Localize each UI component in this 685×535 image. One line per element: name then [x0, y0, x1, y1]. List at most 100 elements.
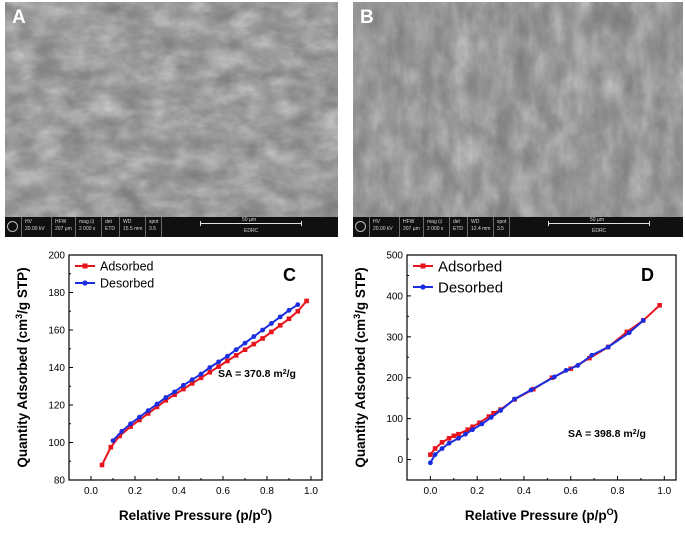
- data-point-adsorbed: [172, 392, 177, 397]
- x-axis-label: Relative Pressure (p/pO): [119, 507, 272, 523]
- data-point-desorbed: [251, 334, 257, 339]
- data-point-desorbed: [172, 389, 178, 395]
- sem-info-bar-a: HV 20.00 kV HFW 207 µm mag ⊡ 2 000 x det ETD…: [5, 217, 338, 237]
- data-point-adsorbed: [456, 431, 461, 437]
- data-point-desorbed: [575, 363, 581, 368]
- data-point-adsorbed: [137, 417, 142, 423]
- data-point-desorbed: [189, 377, 195, 383]
- panel-letter-a: A: [12, 7, 26, 28]
- data-point-adsorbed: [225, 358, 230, 364]
- data-point-desorbed: [512, 396, 517, 402]
- microscope-logo-icon: [7, 221, 18, 232]
- data-point-desorbed: [640, 318, 646, 323]
- legend-label-adsorbed: Adsorbed: [100, 260, 154, 274]
- data-point-desorbed: [119, 428, 125, 434]
- data-point-adsorbed: [286, 316, 292, 322]
- panel-letter: D: [641, 265, 654, 285]
- data-point-desorbed: [207, 365, 213, 370]
- data-point-adsorbed: [117, 433, 122, 439]
- y-tick-label: 200: [48, 251, 65, 262]
- data-point-desorbed: [277, 314, 283, 320]
- data-point-adsorbed: [207, 369, 213, 375]
- data-point-adsorbed: [269, 329, 274, 335]
- data-point-desorbed: [216, 359, 222, 365]
- x-axis-label: Relative Pressure (p/pO): [465, 507, 618, 523]
- chart-d-svg: 0.0 0.2 0.4 0.6 0.8 1.0 0 100 200 300 400 500 Relati…: [352, 251, 677, 523]
- data-point-adsorbed: [432, 446, 438, 451]
- data-point-desorbed: [446, 440, 452, 446]
- surface-area-annotation: SA = 370.8 m2/g: [218, 368, 296, 380]
- data-point-adsorbed: [145, 411, 151, 416]
- series-line-desorbed: [429, 319, 644, 464]
- data-point-desorbed: [233, 347, 239, 353]
- scale-label-b: 50 µm: [590, 217, 604, 223]
- data-point-desorbed: [242, 340, 248, 346]
- data-point-adsorbed: [439, 440, 445, 445]
- data-point-desorbed: [498, 408, 503, 413]
- data-point-desorbed: [137, 414, 142, 420]
- data-point-adsorbed: [470, 424, 475, 430]
- legend-label-desorbed: Desorbed: [100, 277, 154, 291]
- data-point-desorbed: [225, 353, 230, 359]
- y-tick-label: 100: [48, 438, 65, 449]
- data-point-desorbed: [463, 431, 468, 437]
- legend-label-adsorbed: Adsorbed: [438, 258, 502, 275]
- scale-label-a: 50 µm: [242, 217, 256, 223]
- x-tick-label: 0.8: [611, 486, 625, 497]
- data-point-adsorbed: [181, 386, 186, 392]
- data-point-desorbed: [269, 321, 274, 326]
- data-point-desorbed: [432, 452, 438, 458]
- x-tick-label: 0.6: [216, 486, 230, 497]
- x-tick-label: 0.4: [517, 486, 531, 497]
- data-point-adsorbed: [198, 375, 204, 381]
- data-point-adsorbed: [260, 336, 265, 341]
- data-point-desorbed: [528, 387, 534, 393]
- data-point-adsorbed: [128, 424, 133, 429]
- y-axis-label: Quantity Adsorbed (cm3/g STP): [352, 267, 368, 467]
- scalebar-a: [200, 221, 302, 226]
- data-point-adsorbed: [451, 433, 457, 439]
- data-point-desorbed: [589, 352, 595, 358]
- legend-label-desorbed: Desorbed: [438, 279, 503, 296]
- data-point-desorbed: [198, 371, 204, 377]
- x-tick-label: 1.0: [304, 486, 318, 497]
- data-point-adsorbed: [108, 444, 114, 450]
- data-point-adsorbed: [465, 427, 471, 432]
- data-point-desorbed: [563, 367, 569, 373]
- data-point-adsorbed: [99, 462, 105, 468]
- data-point-adsorbed: [233, 353, 239, 358]
- panel-letter: C: [283, 265, 296, 285]
- data-point-desorbed: [427, 460, 433, 466]
- panel-letter-b: B: [360, 7, 374, 28]
- data-point-adsorbed: [242, 347, 248, 352]
- data-point-adsorbed: [486, 414, 492, 419]
- data-point-adsorbed: [446, 435, 452, 441]
- data-point-desorbed: [439, 446, 445, 451]
- data-point-desorbed: [260, 327, 265, 333]
- surface-area-annotation: SA = 398.8 m2/g: [568, 428, 646, 440]
- x-tick-label: 0.2: [128, 486, 142, 497]
- x-tick-label: 0.6: [564, 486, 578, 497]
- data-point-adsorbed: [624, 329, 630, 335]
- data-point-desorbed: [605, 344, 611, 350]
- y-tick-label: 500: [386, 251, 403, 262]
- data-point-desorbed: [286, 307, 292, 313]
- y-tick-label: 400: [386, 291, 403, 302]
- data-point-desorbed: [295, 302, 301, 308]
- data-point-adsorbed: [657, 303, 662, 308]
- legend-swatch-marker: [420, 284, 426, 290]
- chart-c: 0.0 0.2 0.4 0.6 0.8 1.0 80 100 120 140 160 180 200 Re…: [0, 240, 340, 530]
- sem-image-a: A HV 20.00 kV HFW 207 µm mag ⊡ 2 000 x det E…: [5, 2, 338, 237]
- y-tick-label: 140: [48, 363, 65, 374]
- data-point-adsorbed: [216, 364, 221, 369]
- data-point-adsorbed: [163, 398, 169, 403]
- data-point-desorbed: [470, 427, 475, 433]
- x-tick-label: 0.0: [423, 486, 437, 497]
- y-tick-label: 120: [48, 401, 65, 412]
- data-point-desorbed: [110, 438, 116, 444]
- data-point-desorbed: [145, 408, 151, 414]
- y-tick-label: 180: [48, 288, 65, 299]
- data-point-desorbed: [626, 330, 632, 336]
- data-point-desorbed: [456, 435, 461, 441]
- legend-swatch-marker: [82, 280, 88, 286]
